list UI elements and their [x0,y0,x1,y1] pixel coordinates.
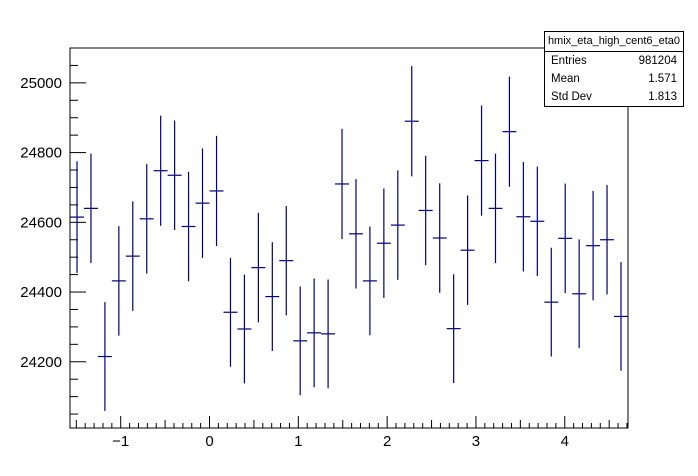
data-point [446,274,461,384]
data-point [460,195,475,305]
y-tick-label: 25000 [20,75,62,92]
stats-mean-value: 1.571 [648,73,677,85]
data-point [111,226,126,336]
data-points [70,66,628,411]
y-tick-label: 24600 [20,214,62,231]
data-point [251,212,266,323]
data-point [153,115,168,226]
y-tick-label: 24400 [20,284,62,301]
data-point [335,128,349,240]
data-point [572,239,587,349]
axis-ticks [70,47,628,428]
data-point [614,262,628,371]
data-point [502,76,517,187]
data-point [223,257,238,367]
x-tick-label: 3 [472,433,480,450]
data-point [558,183,573,294]
data-point [195,148,210,258]
stats-row-stddev: Std Dev 1.813 [551,88,677,106]
axis-tick-labels: −1 0 1 2 3 4 24200 24400 24600 24800 25000 [20,75,569,450]
stats-row-mean: Mean 1.571 [551,70,677,88]
x-tick-label: 4 [561,433,569,450]
data-point [418,155,433,266]
data-point [237,274,252,384]
data-point [376,188,391,298]
data-point [97,302,112,411]
y-tick-label: 24200 [20,354,62,371]
data-point [139,164,154,274]
data-point [390,170,405,280]
data-point [516,162,531,272]
x-tick-label: 1 [294,433,302,450]
x-tick-label: −1 [112,433,129,450]
y-tick-label: 24800 [20,145,62,162]
stats-box: hmix_eta_high_cent6_eta0 Entries 981204 … [544,31,684,107]
data-point [544,247,559,357]
data-point [279,205,294,316]
data-point [209,135,224,247]
stats-row-entries: Entries 981204 [551,52,677,70]
data-point [600,185,615,295]
stats-entries-value: 981204 [638,55,677,67]
data-point [474,105,489,216]
data-point [586,190,601,301]
data-point [530,166,545,276]
data-point [362,226,377,336]
stats-stddev-value: 1.813 [648,91,677,103]
data-point [181,171,196,282]
x-tick-label: 2 [383,433,391,450]
data-point [432,183,447,293]
data-point [293,286,308,396]
data-point [125,201,140,311]
data-point [70,161,84,273]
data-point [307,278,322,388]
data-point [488,153,503,264]
plot-frame [69,47,629,429]
data-point [83,153,98,264]
stats-title: hmix_eta_high_cent6_eta0 [545,32,683,52]
data-point [167,120,182,230]
data-point [321,279,336,389]
stats-mean-label: Mean [551,73,580,85]
stats-entries-label: Entries [551,55,587,67]
data-point [349,179,363,289]
data-point [265,242,280,351]
data-point [404,66,419,177]
x-tick-label: 0 [205,433,213,450]
stats-stddev-label: Std Dev [551,91,592,103]
